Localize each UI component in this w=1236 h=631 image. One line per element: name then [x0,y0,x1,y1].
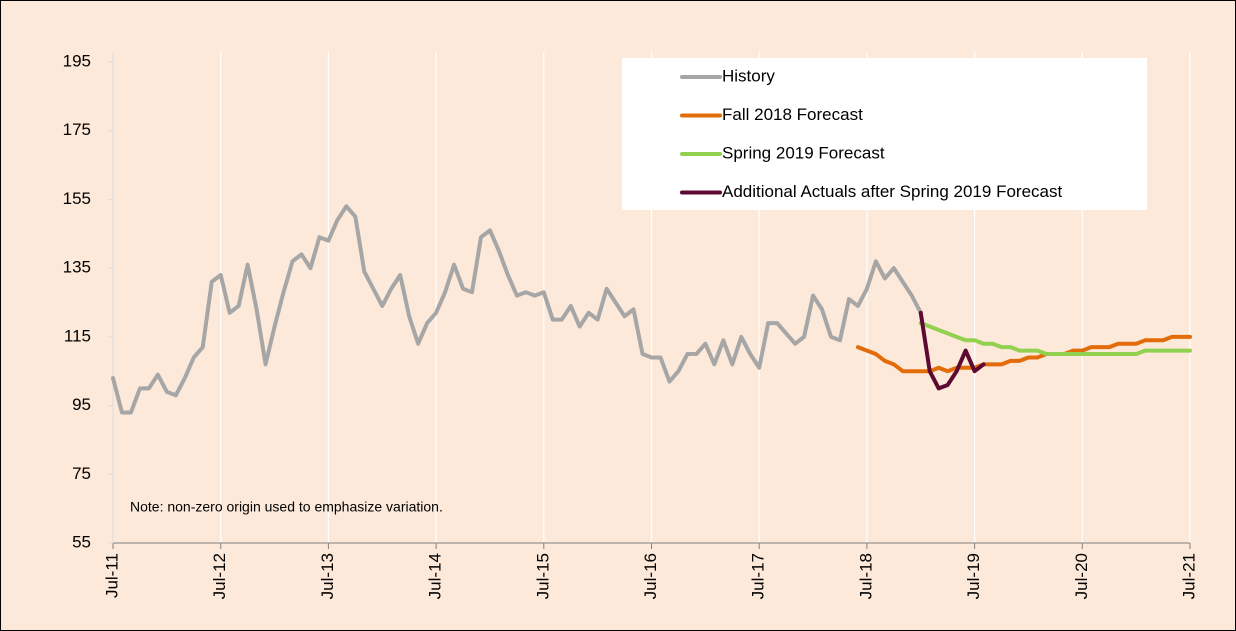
legend-label: Spring 2019 Forecast [722,143,885,162]
y-tick-label: 155 [63,189,91,208]
series-line [111,204,923,415]
x-tick-label: Jul-12 [210,553,229,599]
y-tick-label: 135 [63,258,91,277]
x-tick-label: Jul-17 [749,553,768,599]
x-tick-label: Jul-20 [1072,553,1091,599]
y-tick-label: 115 [64,326,91,345]
x-tick-label: Jul-11 [102,553,121,598]
y-tick-label: 75 [72,464,91,483]
series-line [855,334,1192,374]
legend-box [622,58,1147,210]
y-tick-label: 175 [63,120,91,139]
legend-label: Fall 2018 Forecast [722,105,863,124]
legend-label: History [722,66,775,85]
x-tick-label: Jul-13 [318,553,337,599]
x-tick-label: Jul-15 [533,553,552,599]
series-line [918,310,986,391]
x-tick-label: Jul-14 [426,553,445,599]
legend-label: Additional Actuals after Spring 2019 For… [722,182,1062,201]
y-tick-label: 55 [72,532,91,551]
x-tick-label: Jul-16 [641,553,660,599]
series-line [918,321,1192,357]
x-tick-label: Jul-18 [856,553,875,599]
x-tick-label: Jul-19 [964,553,983,599]
x-tick-label: Jul-21 [1179,553,1198,599]
y-tick-label: 195 [63,51,91,70]
note: Note: non-zero origin used to emphasize … [130,499,443,515]
y-tick-label: 95 [72,395,91,414]
